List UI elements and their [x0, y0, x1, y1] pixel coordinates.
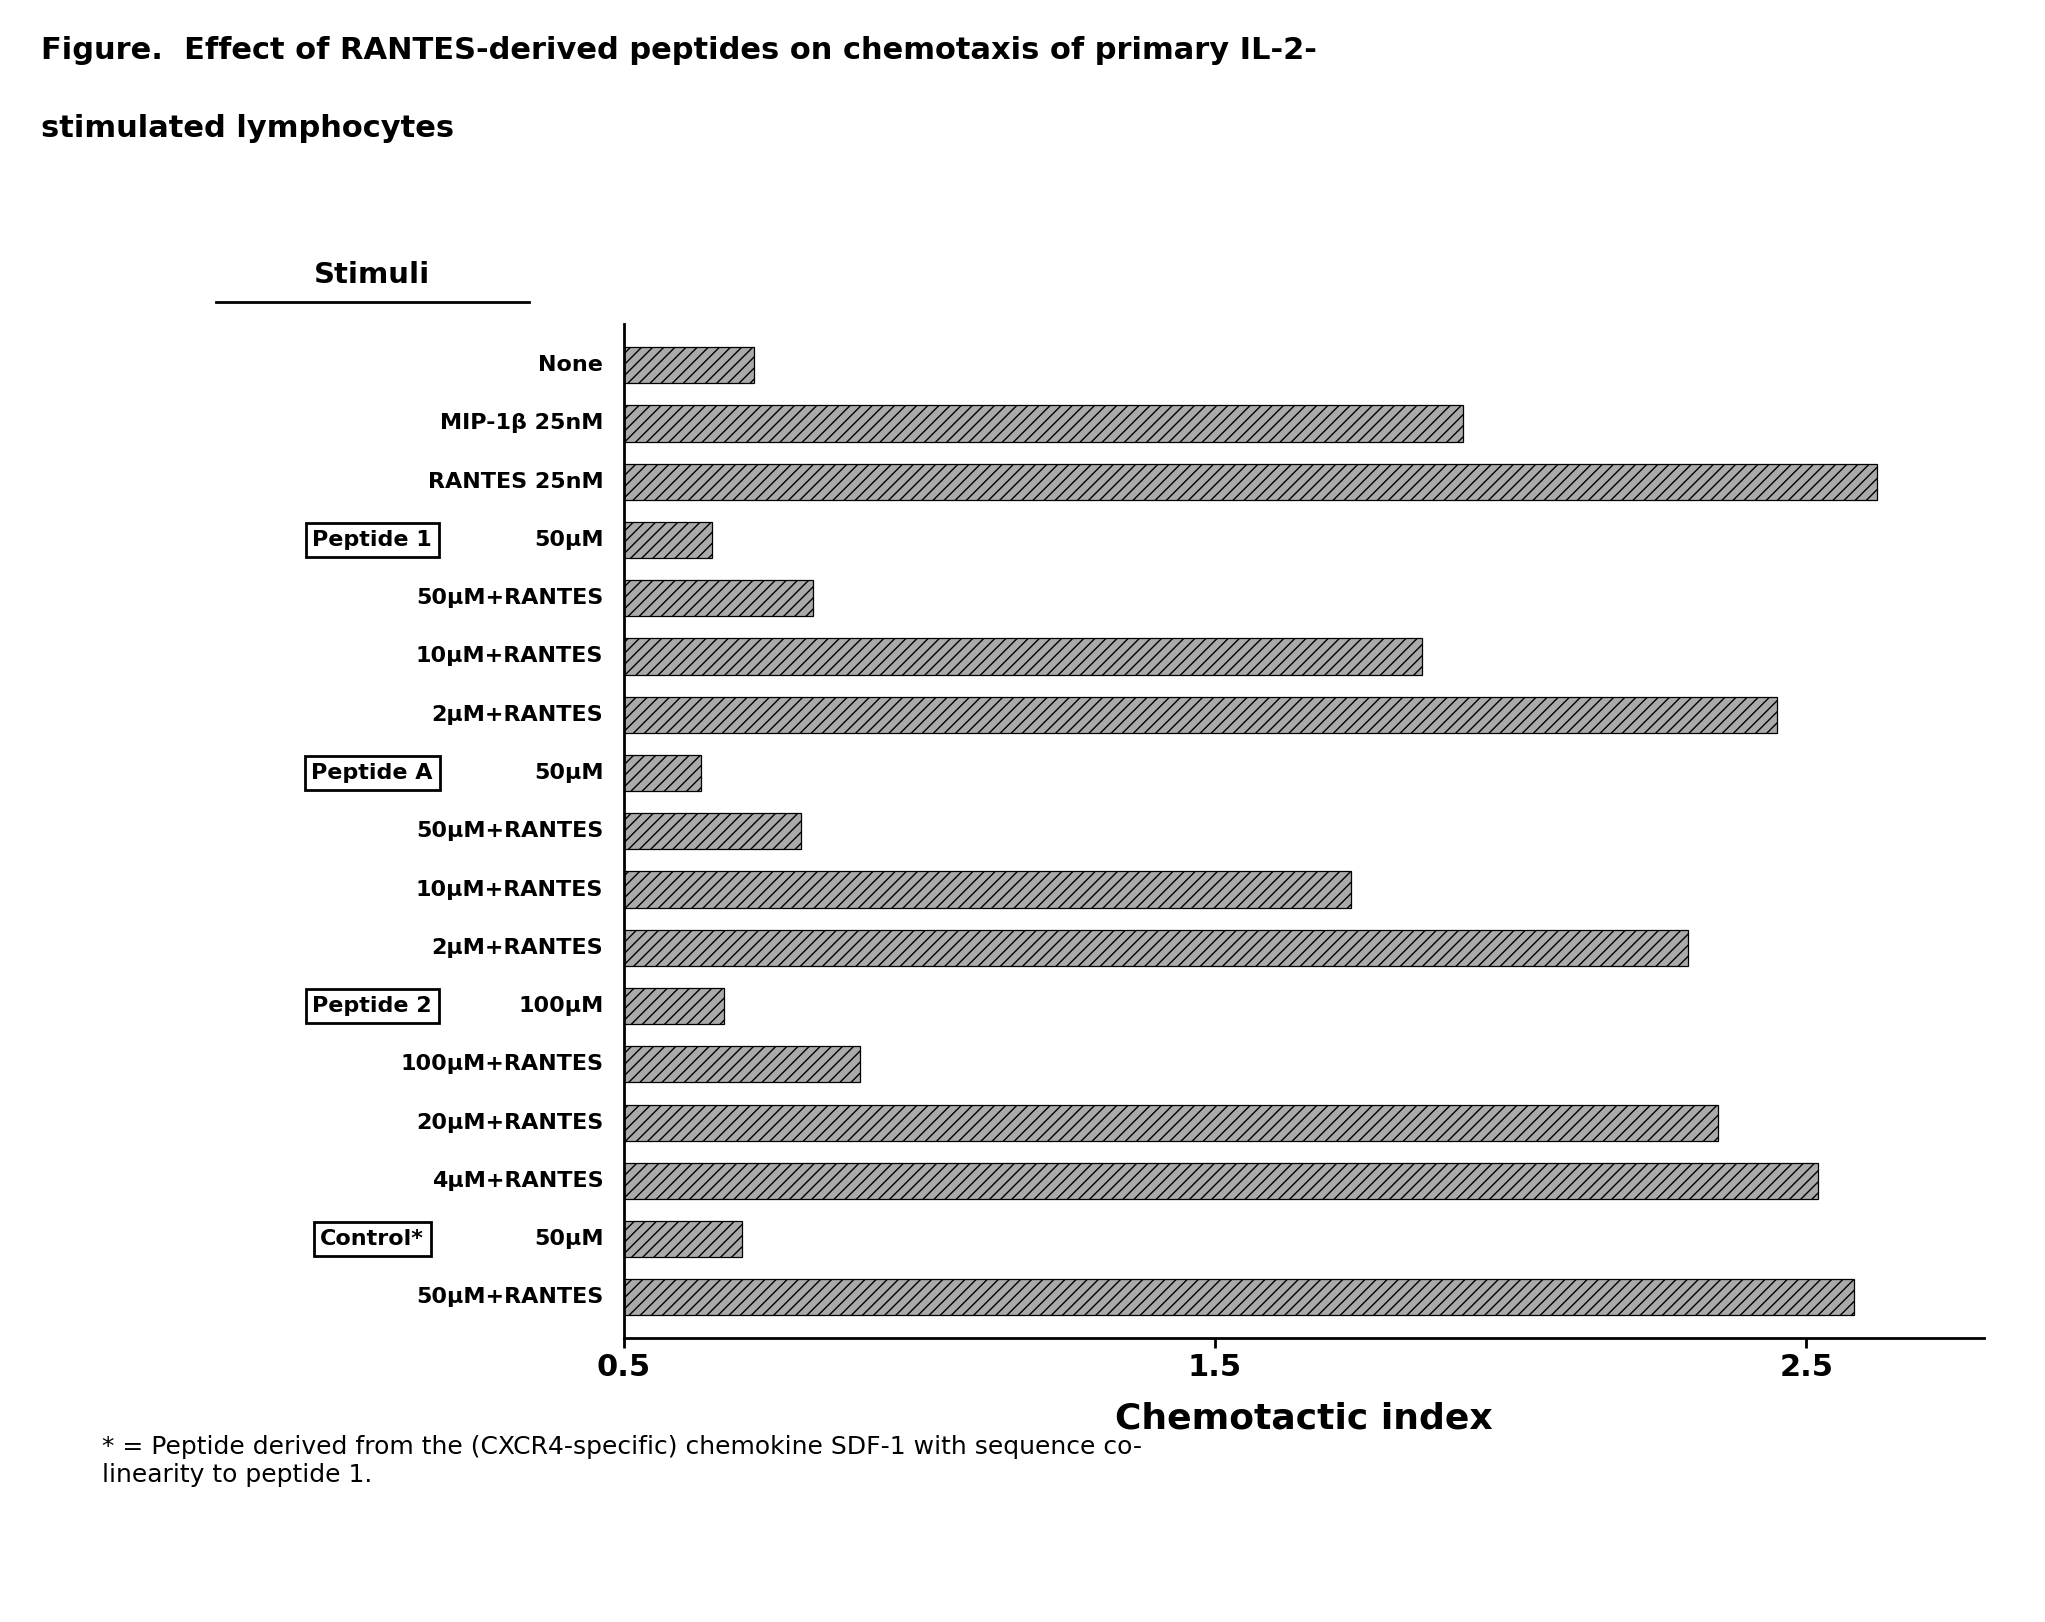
Bar — [624, 406, 1464, 441]
Text: 100μM: 100μM — [517, 996, 603, 1015]
Text: 100μM+RANTES: 100μM+RANTES — [401, 1054, 603, 1074]
Text: Peptide A: Peptide A — [311, 762, 434, 783]
Text: 20μM+RANTES: 20μM+RANTES — [415, 1113, 603, 1132]
Text: 10μM+RANTES: 10μM+RANTES — [415, 879, 603, 900]
Bar — [624, 1046, 861, 1082]
Text: Figure.  Effect of RANTES-derived peptides on chemotaxis of primary IL-2-: Figure. Effect of RANTES-derived peptide… — [41, 36, 1317, 65]
Text: Peptide 1: Peptide 1 — [313, 530, 431, 550]
Text: Stimuli: Stimuli — [315, 261, 429, 289]
Bar — [624, 1105, 1718, 1140]
Text: 2μM+RANTES: 2μM+RANTES — [431, 938, 603, 959]
Bar — [624, 813, 802, 850]
Bar — [624, 581, 814, 616]
Bar — [624, 1280, 1853, 1315]
Bar — [624, 639, 1421, 675]
Text: Peptide 2: Peptide 2 — [313, 996, 431, 1015]
Text: 50μM+RANTES: 50μM+RANTES — [415, 821, 603, 842]
Bar — [624, 1163, 1818, 1199]
Bar — [624, 754, 701, 792]
Text: MIP-1β 25nM: MIP-1β 25nM — [440, 414, 603, 433]
Text: stimulated lymphocytes: stimulated lymphocytes — [41, 114, 454, 143]
Bar — [624, 988, 724, 1023]
Bar — [624, 697, 1777, 733]
Text: 4μM+RANTES: 4μM+RANTES — [431, 1171, 603, 1191]
Text: * = Peptide derived from the (CXCR4-specific) chemokine SDF-1 with sequence co-
: * = Peptide derived from the (CXCR4-spec… — [102, 1435, 1143, 1487]
Text: 50μM: 50μM — [534, 530, 603, 550]
Bar — [624, 464, 1877, 500]
Text: None: None — [538, 355, 603, 375]
Text: 50μM: 50μM — [534, 762, 603, 783]
Text: RANTES 25nM: RANTES 25nM — [427, 472, 603, 491]
Text: 50μM+RANTES: 50μM+RANTES — [415, 1288, 603, 1307]
Text: 10μM+RANTES: 10μM+RANTES — [415, 647, 603, 667]
Bar — [624, 929, 1687, 965]
Bar — [624, 871, 1352, 908]
Text: 2μM+RANTES: 2μM+RANTES — [431, 704, 603, 725]
Bar — [624, 1221, 742, 1257]
Text: 50μM: 50μM — [534, 1229, 603, 1249]
X-axis label: Chemotactic index: Chemotactic index — [1115, 1401, 1493, 1435]
Text: Control*: Control* — [321, 1229, 423, 1249]
Bar — [624, 347, 755, 383]
Text: 50μM+RANTES: 50μM+RANTES — [415, 589, 603, 608]
Bar — [624, 522, 712, 558]
